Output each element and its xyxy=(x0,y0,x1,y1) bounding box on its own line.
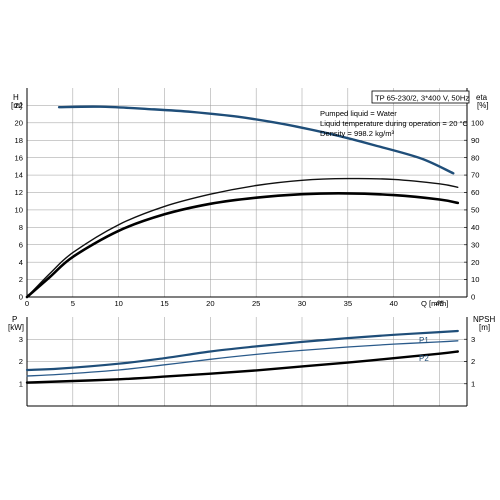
y-tick-label-left: 8 xyxy=(19,223,23,232)
y-tick-label-left: 12 xyxy=(15,188,23,197)
x-tick-label: 15 xyxy=(160,299,168,308)
series-label-p1: P1 xyxy=(419,336,429,345)
flow-axis-label: Q [m³/h] xyxy=(421,299,448,308)
x-tick-label: 35 xyxy=(344,299,352,308)
info-density: Density = 998.2 kg/m³ xyxy=(320,129,395,138)
series-line-2 xyxy=(25,192,460,299)
series-line-0 xyxy=(57,105,455,175)
y-tick-label-left: 1 xyxy=(19,379,23,388)
x-tick-label: 20 xyxy=(206,299,214,308)
y-tick-label-left: 6 xyxy=(19,240,23,249)
info-model: TP 65-230/2, 3*400 V, 50Hz xyxy=(375,94,469,103)
y-tick-label-right: 10 xyxy=(471,275,479,284)
info-box-frame xyxy=(371,90,470,104)
info-temperature: Liquid temperature during operation = 20… xyxy=(320,119,469,128)
x-tick-label: 10 xyxy=(114,299,122,308)
eta-axis-label: eta xyxy=(476,93,488,102)
head-efficiency-panel: 0 5 10 15 20 25 30 35 40 45 0 2 4 6 8 10 12 14 16 18 20 22 0 10… xyxy=(15,88,484,308)
y-tick-label-left: 22 xyxy=(15,101,23,110)
y-tick-label-right: 0 xyxy=(471,293,475,302)
y-tick-label-left: 18 xyxy=(15,136,23,145)
x-tick-label: 0 xyxy=(25,299,29,308)
y-tick-label-left: 16 xyxy=(15,153,23,162)
x-tick-label: 5 xyxy=(71,299,75,308)
series-line-0 xyxy=(25,329,459,372)
y-tick-label-right: 1 xyxy=(471,379,475,388)
x-tick-label: 40 xyxy=(389,299,397,308)
series-line-2 xyxy=(25,350,459,384)
y-tick-label-right: 40 xyxy=(471,223,479,232)
y-tick-label-right: 3 xyxy=(471,335,475,344)
y-tick-label-left: 0 xyxy=(19,293,23,302)
y-tick-label-right: 2 xyxy=(471,357,475,366)
head-axis-label: H xyxy=(13,93,19,102)
series-line-1 xyxy=(26,340,459,377)
eta-axis-unit: [%] xyxy=(477,101,489,110)
y-tick-label-left: 10 xyxy=(15,206,23,215)
x-tick-label: 25 xyxy=(252,299,260,308)
series-line-1 xyxy=(26,177,459,298)
y-tick-label-right: 90 xyxy=(471,136,479,145)
y-tick-label-left: 14 xyxy=(15,171,23,180)
x-tick-label: 45 xyxy=(435,299,443,308)
y-tick-label-left: 20 xyxy=(15,118,23,127)
y-tick-label-right: 100 xyxy=(471,118,484,127)
y-tick-label-right: 60 xyxy=(471,188,479,197)
y-tick-label-right: 30 xyxy=(471,240,479,249)
y-tick-label-left: 3 xyxy=(19,335,23,344)
y-tick-label-right: 80 xyxy=(471,153,479,162)
power-axis-unit: [kW] xyxy=(8,323,24,332)
power-axis-label: P xyxy=(12,315,17,324)
head-axis-unit: [m] xyxy=(11,101,22,110)
series-label-p2: P2 xyxy=(419,354,429,363)
npsh-axis-label: NPSH xyxy=(473,315,495,324)
x-tick-label: 30 xyxy=(298,299,306,308)
y-tick-label-right: 70 xyxy=(471,171,479,180)
y-tick-label-right: 20 xyxy=(471,258,479,267)
y-tick-label-left: 2 xyxy=(19,357,23,366)
y-tick-label-left: 4 xyxy=(19,258,23,267)
info-liquid: Pumped liquid = Water xyxy=(320,109,397,118)
power-npsh-panel: 1 2 3 1 2 3 xyxy=(19,317,475,407)
info-box: TP 65-230/2, 3*400 V, 50Hz Pumped liquid… xyxy=(320,90,470,138)
y-tick-label-right: 50 xyxy=(471,206,479,215)
y-tick-label-left: 2 xyxy=(19,275,23,284)
npsh-axis-unit: [m] xyxy=(479,323,490,332)
